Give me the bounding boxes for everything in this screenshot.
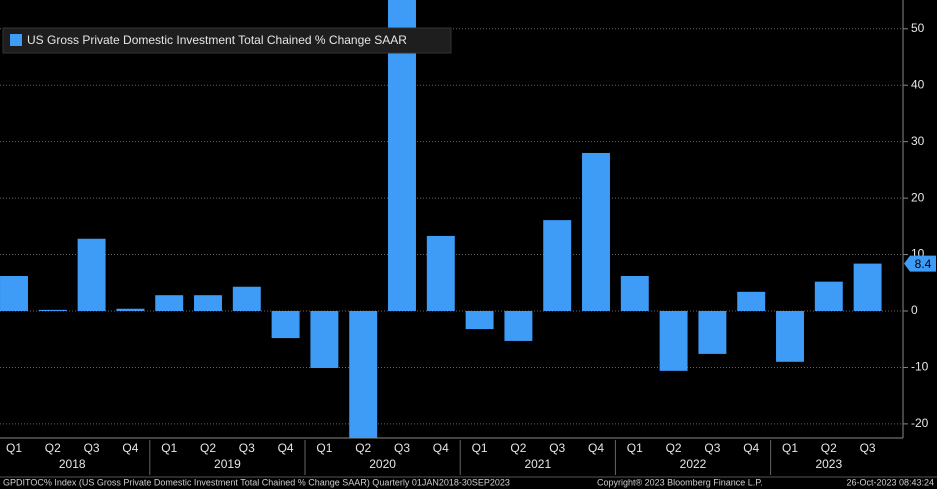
x-tick-label: Q1 [472, 441, 488, 455]
bar [349, 311, 378, 438]
y-tick-label: 40 [911, 77, 925, 91]
footer-center: Copyright® 2023 Bloomberg Finance L.P. [597, 477, 763, 487]
bar [620, 276, 649, 312]
legend-swatch [10, 34, 22, 46]
y-tick-label: 30 [911, 134, 925, 148]
bar [659, 311, 688, 371]
footer-right: 26-Oct-2023 08:43:24 [846, 477, 934, 487]
x-year-label: 2023 [815, 457, 842, 471]
bar [116, 308, 145, 312]
last-value-label: 8.4 [915, 257, 932, 271]
x-tick-label: Q3 [84, 441, 100, 455]
x-tick-label: Q4 [433, 441, 449, 455]
bar [582, 152, 610, 312]
y-tick-label: -10 [911, 360, 929, 374]
bar [543, 220, 572, 312]
last-value-box [904, 255, 936, 272]
x-tick-label: Q1 [316, 441, 332, 455]
x-tick-label: Q3 [549, 441, 565, 455]
bar [155, 295, 184, 312]
x-tick-label: Q4 [278, 441, 294, 455]
bar [814, 281, 843, 312]
bar [232, 286, 261, 312]
x-tick-label: Q1 [161, 441, 177, 455]
legend-label: US Gross Private Domestic Investment Tot… [27, 33, 407, 47]
y-tick-label: 20 [911, 190, 925, 204]
x-tick-label: Q2 [200, 441, 216, 455]
bar [194, 295, 222, 312]
bar [310, 311, 339, 369]
footer-left: GPDITOC% Index (US Gross Private Domesti… [3, 477, 510, 487]
x-tick-label: Q2 [666, 441, 682, 455]
x-tick-label: Q2 [510, 441, 526, 455]
x-tick-label: Q3 [860, 441, 876, 455]
legend-box [2, 27, 452, 54]
x-year-label: 2019 [214, 457, 241, 471]
x-tick-label: Q4 [588, 441, 604, 455]
bar [776, 311, 804, 362]
bar [77, 238, 106, 312]
x-tick-label: Q3 [704, 441, 720, 455]
x-year-label: 2022 [680, 457, 707, 471]
x-tick-label: Q4 [743, 441, 759, 455]
x-year-label: 2020 [369, 457, 396, 471]
x-tick-label: Q3 [239, 441, 255, 455]
x-tick-label: Q2 [45, 441, 61, 455]
x-tick-label: Q4 [122, 441, 138, 455]
y-tick-label: 50 [911, 21, 925, 35]
bar [38, 309, 67, 312]
x-tick-label: Q1 [627, 441, 643, 455]
x-year-label: 2018 [59, 457, 86, 471]
y-tick-label: 0 [911, 303, 918, 317]
bar [426, 235, 455, 312]
y-tick-label: -20 [911, 416, 929, 430]
bar [504, 311, 533, 341]
x-tick-label: Q2 [821, 441, 837, 455]
plot-area [0, 0, 882, 438]
bar [853, 263, 882, 312]
x-tick-label: Q2 [355, 441, 371, 455]
bar [0, 276, 28, 312]
bar [698, 311, 727, 354]
x-year-label: 2021 [524, 457, 551, 471]
bar [737, 291, 766, 312]
bar [465, 311, 494, 330]
x-tick-label: Q1 [6, 441, 22, 455]
x-tick-label: Q3 [394, 441, 410, 455]
bar [271, 311, 300, 339]
x-tick-label: Q1 [782, 441, 798, 455]
